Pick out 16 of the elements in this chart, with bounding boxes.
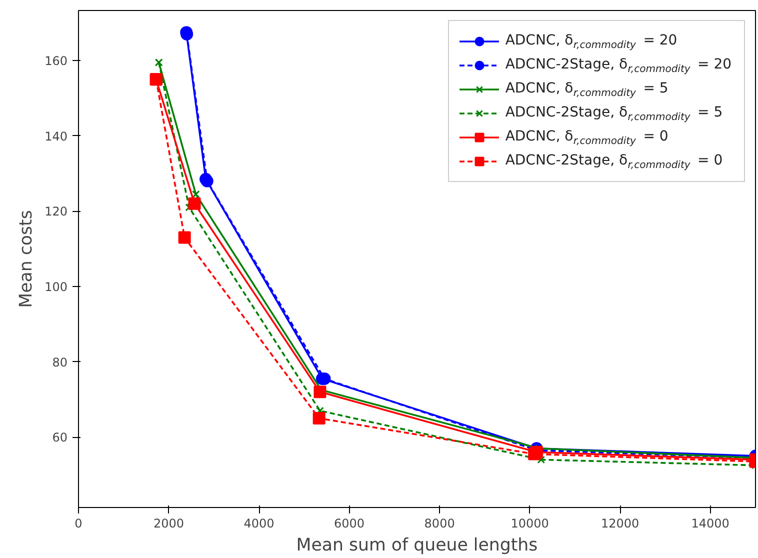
x-tick-label: 0 — [74, 516, 82, 530]
x-tick-label: 14000 — [691, 516, 730, 530]
y-axis-title: Mean costs — [16, 210, 37, 308]
x-tick-label: 2000 — [153, 516, 184, 530]
y-tick-label: 100 — [44, 280, 68, 294]
x-tick-label: 6000 — [334, 516, 365, 530]
x-tick-label: 12000 — [601, 516, 640, 530]
x-tick-label: 4000 — [244, 516, 274, 530]
y-tick-label: 120 — [44, 204, 68, 219]
y-tick-label: 80 — [52, 355, 68, 370]
x-axis-title: Mean sum of queue lengths — [296, 536, 538, 556]
y-tick-label: 160 — [44, 54, 68, 68]
x-tick-label: 10000 — [510, 516, 549, 530]
x-tick-label: 8000 — [424, 516, 455, 530]
y-tick-label: 60 — [52, 430, 68, 445]
y-tick-label: 140 — [44, 129, 68, 144]
